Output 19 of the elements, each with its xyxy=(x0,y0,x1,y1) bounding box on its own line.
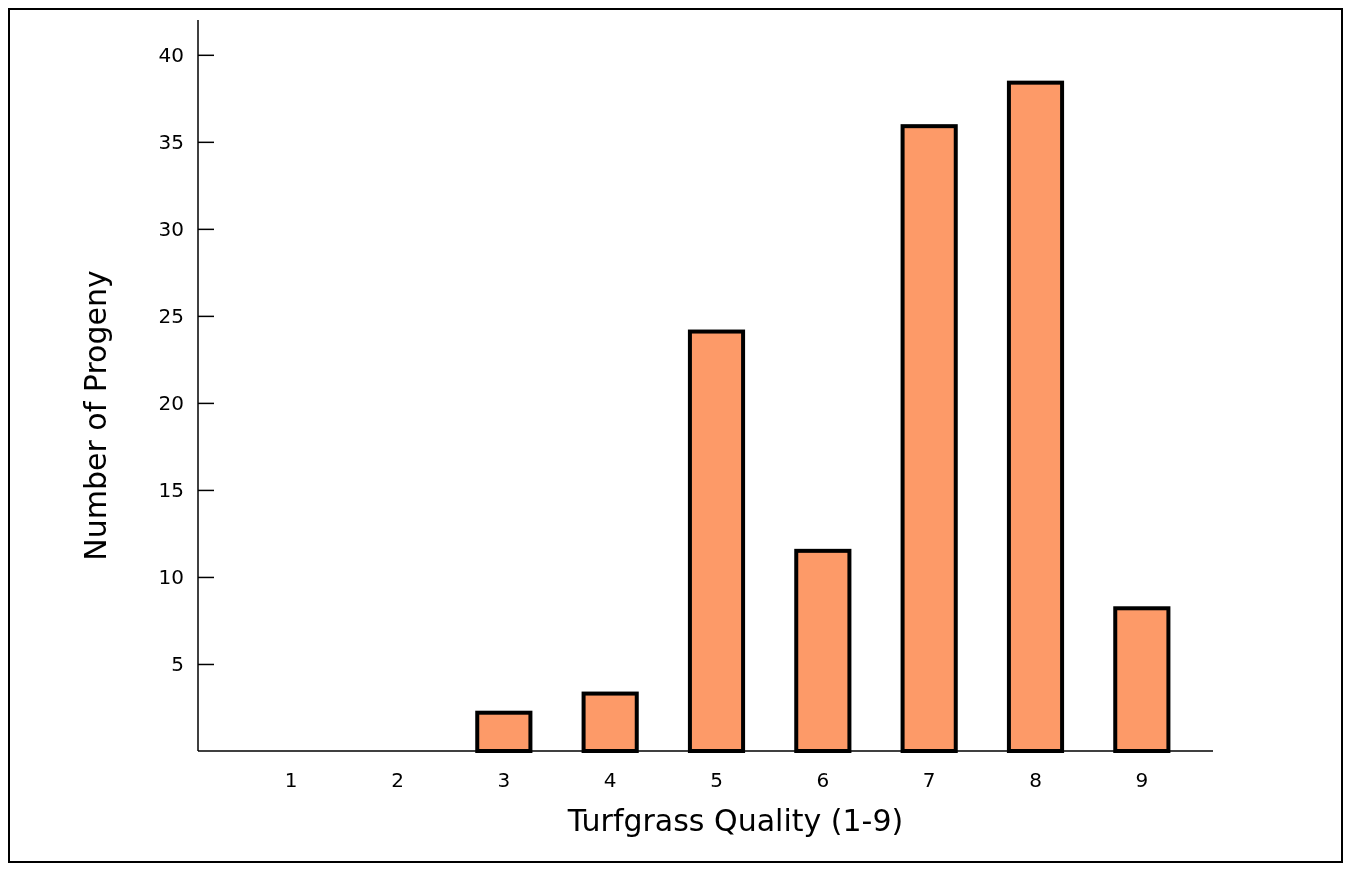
x-tick-label: 8 xyxy=(1029,768,1042,792)
x-tick-label: 1 xyxy=(284,768,298,792)
x-axis-title: Turfgrass Quality (1-9) xyxy=(566,803,904,838)
x-tick-label: 9 xyxy=(1135,768,1149,792)
y-axis-title: Number of Progeny xyxy=(78,270,113,561)
y-tick-label: 15 xyxy=(158,477,184,502)
x-tick-label: 6 xyxy=(816,768,830,792)
x-tick-label: 4 xyxy=(603,768,617,792)
y-tick-label: 30 xyxy=(158,216,184,241)
x-tick-label: 3 xyxy=(497,768,511,792)
y-tick-label: 35 xyxy=(158,129,184,154)
x-tick-label: 5 xyxy=(710,768,723,792)
y-tick-label: 5 xyxy=(171,651,184,676)
y-tick-label: 10 xyxy=(158,564,184,589)
y-tick-label: 40 xyxy=(158,42,184,67)
x-tick-label: 2 xyxy=(391,768,404,792)
y-tick-label: 25 xyxy=(158,303,184,328)
y-tick-label: 20 xyxy=(158,390,184,415)
x-tick-label: 7 xyxy=(922,768,936,792)
